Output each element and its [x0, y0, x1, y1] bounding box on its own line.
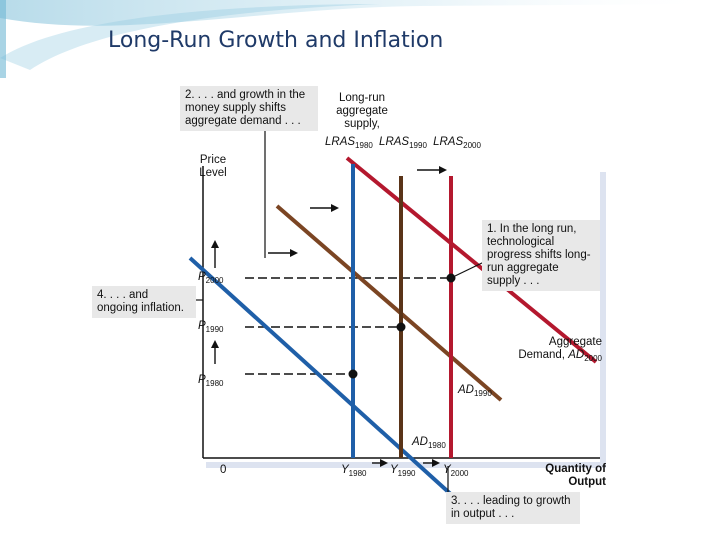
left-accent-bar [0, 0, 6, 78]
ad-2000-curve [345, 156, 598, 364]
y2000-label: Y2000 [443, 464, 469, 478]
note-4-box: 4. . . . and ongoing inflation. [92, 286, 196, 318]
ad2000-label-word: Demand, [518, 349, 566, 361]
ad1980-label: AD1980 [412, 436, 446, 450]
lras-caption: Long-run aggregate supply, [322, 92, 402, 131]
note-2-text: 2. . . . and growth in the money supply … [185, 89, 306, 127]
equilibrium-2000 [446, 273, 456, 283]
note1-leader [454, 261, 485, 277]
lras-1980-label: LRAS1980 [325, 136, 373, 150]
price-arrowhead-2 [211, 340, 219, 348]
p1990-label: P1990 [198, 320, 224, 334]
lras-caption-text: Long-run aggregate supply, [336, 92, 388, 130]
note-4-text: 4. . . . and ongoing inflation. [97, 289, 184, 314]
y-axis-label: Price Level [196, 154, 230, 180]
note-3-text: 3. . . . leading to growth in output . .… [451, 495, 571, 520]
lras-labels-row: LRAS1980 LRAS1990 LRAS2000 [325, 136, 481, 150]
equilibrium-1990 [396, 322, 406, 332]
note-2-box: 2. . . . and growth in the money supply … [180, 86, 318, 131]
lras-1990-label: LRAS1990 [379, 136, 427, 150]
y1990-label: Y1990 [390, 464, 416, 478]
equilibrium-1980 [348, 369, 358, 379]
ad2000-label-line1: Aggregate [548, 336, 602, 348]
y1980-label: Y1980 [341, 464, 367, 478]
output-arrowhead-1 [380, 459, 388, 467]
page-title: Long-Run Growth and Inflation [108, 28, 444, 53]
p1980-label: P1980 [198, 374, 224, 388]
note-3-box: 3. . . . leading to growth in output . .… [446, 492, 580, 524]
note-1-box: 1. In the long run, technological progre… [482, 220, 600, 291]
y-axis-label-line2: Level [199, 167, 227, 179]
origin-label: 0 [220, 464, 227, 476]
header-swoosh [0, 0, 720, 26]
x-axis-label-line1: Quantity of [545, 463, 606, 475]
x-axis-label-line2: Output [568, 476, 606, 488]
note2-arrowhead-1 [331, 204, 339, 212]
output-arrowhead-2 [432, 459, 440, 467]
price-arrowhead-1 [211, 240, 219, 248]
note-1-text: 1. In the long run, technological progre… [487, 223, 591, 287]
header-swoosh-band [0, 4, 380, 70]
ad2000-label: Aggregate Demand, AD2000 [512, 336, 602, 365]
ad-1990-curve [275, 204, 503, 402]
ad2000-symbol: AD2000 [568, 349, 602, 363]
p2000-label: P2000 [198, 271, 224, 285]
lras-2000-label: LRAS2000 [433, 136, 481, 150]
x-axis-label: Quantity of Output [528, 463, 606, 489]
ad-shift-arrowhead [290, 249, 298, 257]
ad1990-label: AD1990 [458, 384, 492, 398]
ad-1980-curve [188, 256, 457, 500]
y-axis-label-line1: Price [199, 154, 227, 166]
lras-shift-arrowhead [439, 166, 447, 174]
